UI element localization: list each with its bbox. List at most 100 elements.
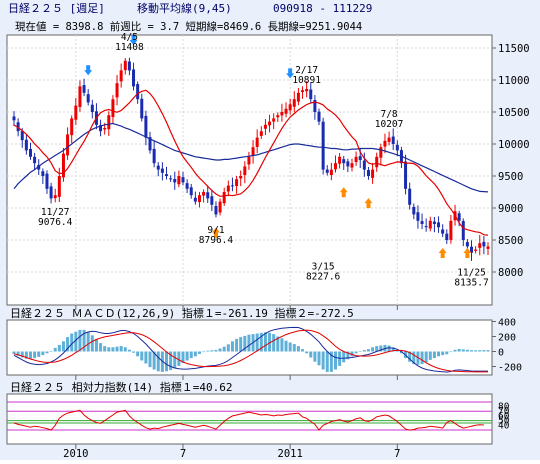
macd-histogram-bar [391,347,395,352]
candle-body [123,60,127,71]
macd-histogram-bar [243,335,247,352]
candle-body [461,221,465,240]
candle-body [156,165,160,170]
candle-body [148,137,152,151]
macd-histogram-bar [305,351,309,354]
candle-body [111,99,115,118]
candle-body [57,176,61,197]
candle-body [86,94,90,103]
candle-body [235,179,239,187]
macd-histogram-bar [140,351,144,361]
macd-histogram-bar [156,351,160,372]
candle-body [342,159,346,164]
macd-histogram-bar [86,332,90,352]
macd-histogram-bar [144,351,148,364]
candle-body [362,160,366,170]
candle-body [226,185,230,192]
buy-signal-arrow [364,198,373,209]
macd-histogram-bar [276,336,280,352]
macd-histogram-bar [57,344,61,352]
rsi-tick-label: 40 [498,420,510,431]
candle-body [103,128,107,130]
chart-marks [12,35,490,431]
macd-histogram-bar [420,351,424,365]
macd-histogram-bar [272,334,276,352]
candle-body [255,137,259,147]
macd-histogram-bar [226,344,230,352]
candle-body [136,84,140,100]
date-label: 7 [180,448,186,460]
macd-histogram-bar [119,346,123,352]
candle-body [272,118,276,122]
candle-body [346,161,350,167]
candle-body [338,156,342,164]
macd-tick-label: 0 [498,348,504,359]
candle-body [280,112,284,116]
macd-histogram-bar [362,350,366,352]
candle-body [412,206,416,215]
macd-histogram-bar [292,344,296,352]
macd-histogram-bar [482,350,486,352]
annotation-date: 9/1 [207,225,224,236]
candle-body [70,118,74,136]
candle-body [371,169,375,178]
macd-tick-label: 400 [498,318,516,329]
macd-histogram-bar [53,347,57,352]
macd-histogram-bar [115,346,119,352]
macd-histogram-bar [107,347,111,352]
candle-body [78,86,82,107]
annotation-value: 10207 [375,119,404,130]
macd-histogram-bar [247,334,251,352]
annotation-date: 3/15 [312,261,335,272]
candle-body [470,246,474,253]
macd-histogram-bar [169,351,173,371]
candle-body [66,134,70,156]
candle-body [449,220,453,240]
candle-body [263,124,267,129]
candle-body [239,176,243,179]
macd-histogram-bar [177,351,181,366]
candle-body [391,136,395,144]
candle-body [173,179,177,183]
candle-body [33,156,37,164]
annotation-date: 11/27 [41,207,70,218]
price-tick-label: 11500 [498,43,530,55]
macd-histogram-bar [465,349,469,352]
buy-signal-arrow [211,227,220,238]
candle-body [301,90,305,92]
candle-body [127,61,131,71]
macd-histogram-bar [28,351,32,359]
candle-body [214,205,218,215]
macd-histogram-bar [255,333,259,352]
macd-histogram-bar [478,350,482,352]
macd-histogram-bar [296,346,300,352]
macd-histogram-bar [152,351,156,370]
price-tick-label: 8500 [498,235,523,247]
rsi-tick-label: 70 [498,406,510,417]
candle-body [24,139,28,151]
macd-histogram-bar [202,351,206,353]
macd-histogram-bar [441,351,445,356]
macd-histogram-bar [453,349,457,352]
rsi-tick-label: 80 [498,402,510,413]
candle-body [486,246,490,249]
candle-body [296,92,300,102]
macd-histogram-bar [375,346,379,352]
candle-body [247,156,251,165]
candle-body [251,147,255,156]
candle-body [437,222,441,228]
candle-body [404,161,408,189]
macd-histogram-bar [342,351,346,363]
candle-body [185,183,189,189]
macd-histogram-bar [66,337,70,352]
candle-body [12,116,16,121]
price-tick-label: 11000 [498,75,530,87]
candle-body [366,170,370,176]
macd-histogram-bar [313,351,317,362]
macd-histogram-bar [173,351,177,369]
main-plot-area [6,34,493,306]
candle-body [457,213,461,221]
price-tick-label: 10000 [498,139,530,151]
macd-histogram-bar [358,351,362,352]
